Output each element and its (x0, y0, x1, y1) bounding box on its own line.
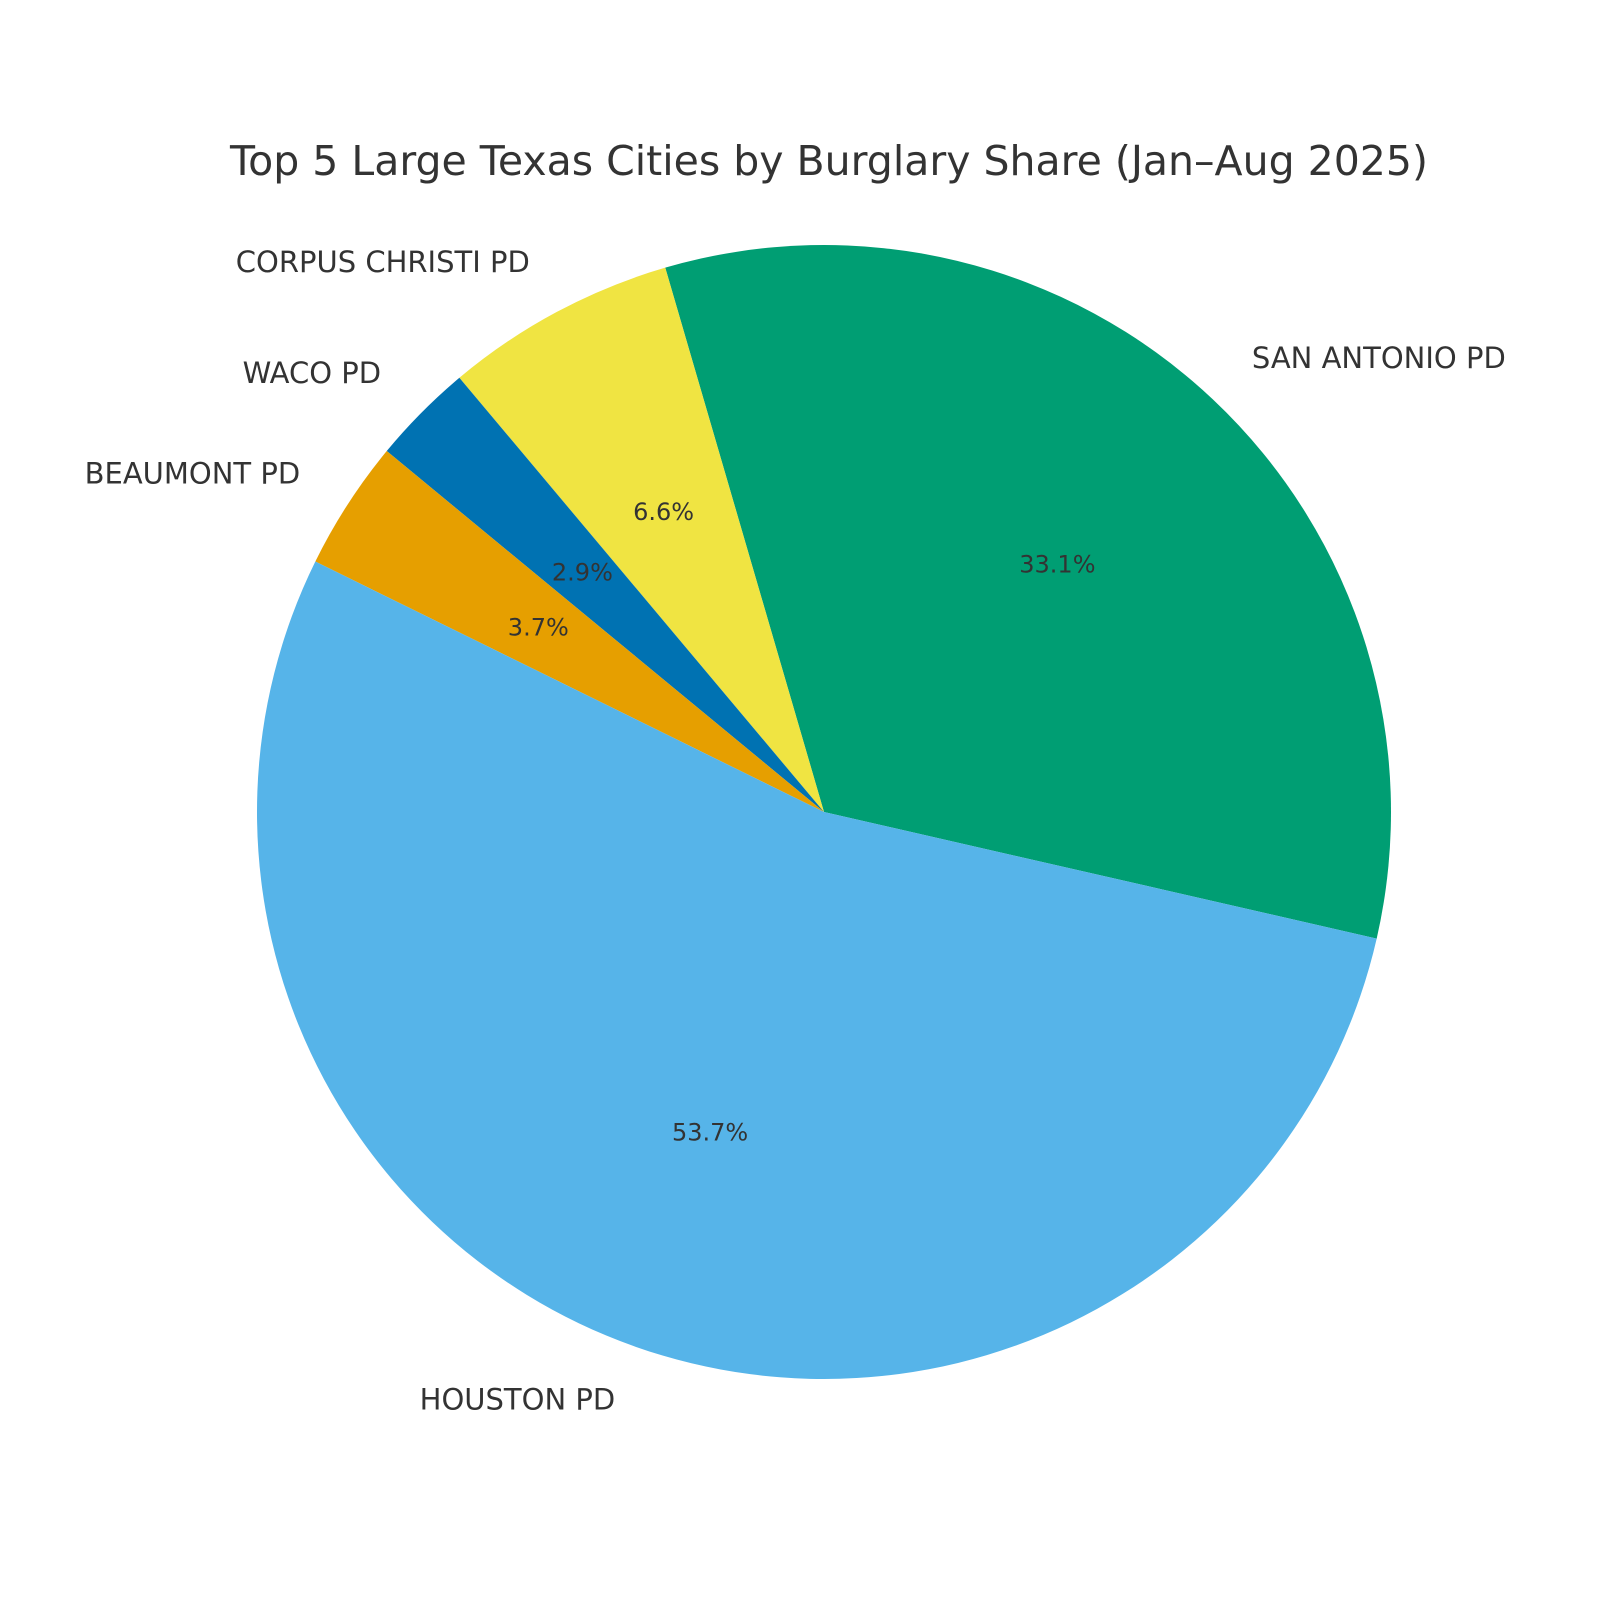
pie-slice-houston-pd (257, 561, 1377, 1379)
slice-percent-label: 2.9% (552, 559, 613, 587)
slice-percent-label: 6.6% (633, 498, 694, 526)
slice-label: CORPUS CHRISTI PD (236, 245, 530, 279)
slice-label: SAN ANTONIO PD (1252, 341, 1506, 375)
pie-slice-beaumont-pd (315, 451, 824, 812)
slice-percent-label: 53.7% (672, 1119, 748, 1147)
pie-labels: SAN ANTONIO PD 33.1% CORPUS CHRISTI PD 6.6%… (85, 245, 1506, 1417)
pie-slice-san-antonio-pd (665, 245, 1391, 939)
slice-label: HOUSTON PD (420, 1383, 616, 1417)
slice-label: BEAUMONT PD (85, 456, 301, 490)
pie-slice-waco-pd (386, 377, 824, 812)
slice-percent-label: 3.7% (508, 613, 569, 641)
slice-label: WACO PD (243, 356, 382, 390)
pie-slice-corpus-christi-pd (459, 267, 824, 812)
pie-slices (257, 245, 1391, 1379)
chart-title: Top 5 Large Texas Cities by Burglary Sha… (229, 137, 1428, 185)
slice-percent-label: 33.1% (1019, 551, 1095, 579)
